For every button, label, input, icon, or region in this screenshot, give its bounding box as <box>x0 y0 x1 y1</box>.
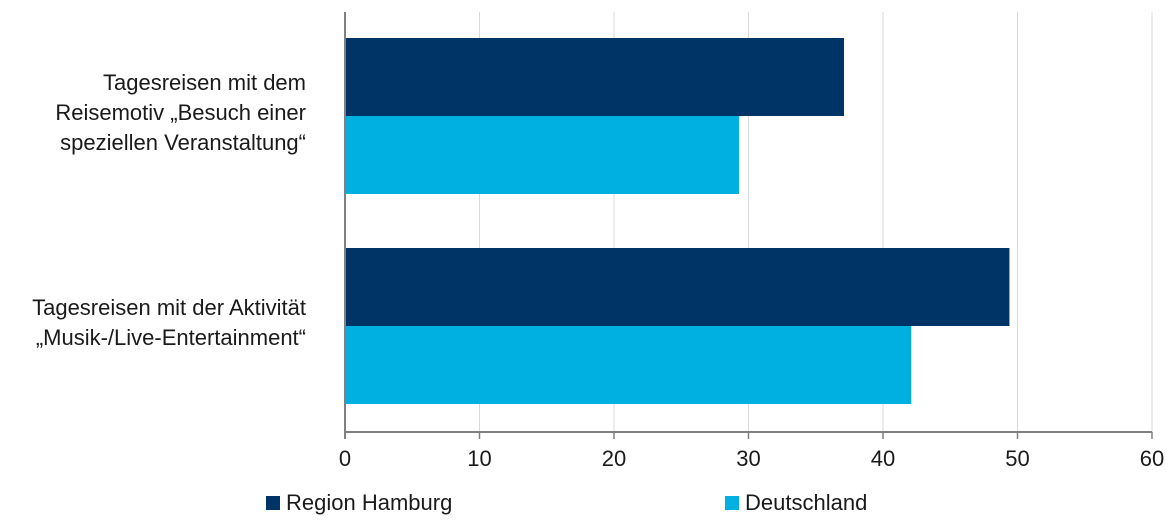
bar-region-hamburg-0 <box>345 38 844 116</box>
x-tick-label-50: 50 <box>1005 446 1029 471</box>
x-tick-label-0: 0 <box>339 446 351 471</box>
legend-label-region-hamburg: Region Hamburg <box>286 490 453 515</box>
x-tick-labels: 0 10 20 30 40 50 60 <box>339 446 1164 471</box>
category-label-1: Tagesreisen mit der Aktivität „Musik-/Li… <box>32 295 306 350</box>
bar-deutschland-0 <box>345 116 740 194</box>
bar-region-hamburg-1 <box>345 248 1010 326</box>
category-label-0: Tagesreisen mit dem Reisemotiv „Besuch e… <box>55 70 306 155</box>
x-tick-label-20: 20 <box>602 446 626 471</box>
legend-swatch-deutschland <box>725 496 739 510</box>
bar-deutschland-1 <box>345 326 912 404</box>
x-tick-label-30: 30 <box>736 446 760 471</box>
legend-swatch-region-hamburg <box>266 496 280 510</box>
x-tick-label-10: 10 <box>467 446 491 471</box>
axes <box>344 12 1153 439</box>
x-tick-label-60: 60 <box>1140 446 1164 471</box>
legend-label-deutschland: Deutschland <box>745 490 868 515</box>
bars <box>345 38 1010 404</box>
legend-item-deutschland: Deutschland <box>725 490 867 516</box>
legend-item-region-hamburg: Region Hamburg <box>266 490 452 516</box>
x-tick-label-40: 40 <box>871 446 895 471</box>
